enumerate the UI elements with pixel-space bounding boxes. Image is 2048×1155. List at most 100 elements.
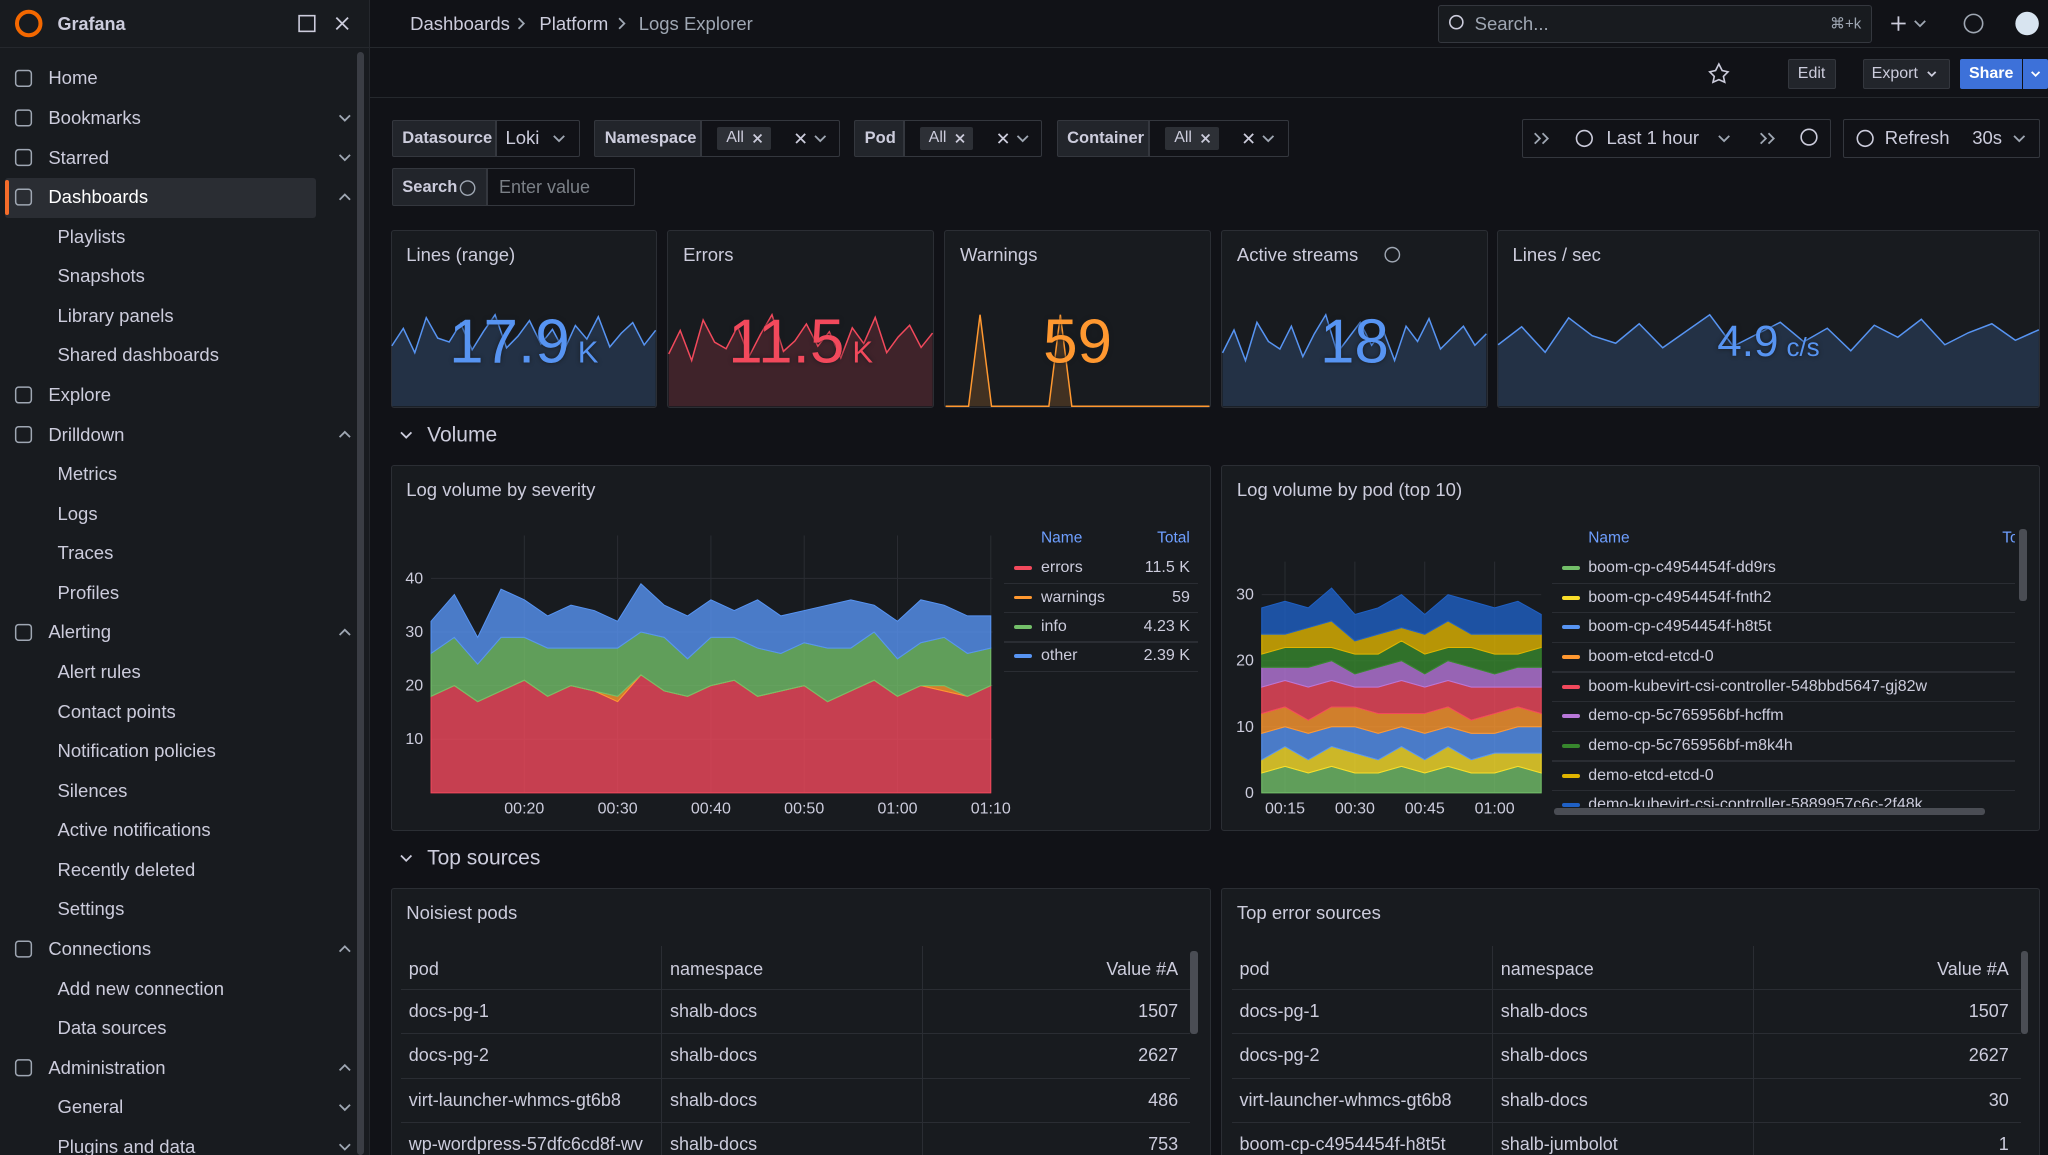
edit-button[interactable]: [1788, 58, 1837, 89]
share-button[interactable]: [1960, 58, 2022, 89]
nav-subitem[interactable]: Recently deleted: [57, 858, 196, 880]
close-icon: [1243, 133, 1254, 144]
x-tick-label: 00:15: [1265, 801, 1305, 818]
nav-subitem[interactable]: Data sources: [57, 1016, 167, 1038]
nav-subitem[interactable]: Active notifications: [57, 819, 211, 841]
nav-subitem[interactable]: Notification policies: [57, 739, 216, 761]
column-header[interactable]: namespace: [670, 959, 764, 980]
legend-swatch: [1013, 566, 1032, 571]
search-variable-input: Enter value: [498, 177, 590, 198]
x-tick-label: 00:30: [1335, 801, 1375, 818]
nav-subitem[interactable]: Library panels: [57, 304, 174, 326]
time-range[interactable]: Last 1 hour: [1606, 127, 1700, 149]
text-input[interactable]: [487, 168, 635, 207]
variable-select[interactable]: [496, 120, 580, 157]
legend-name[interactable]: boom-cp-c4954454f-fnth2: [1588, 588, 1772, 606]
share-menu-button[interactable]: [2023, 58, 2048, 89]
nav-item[interactable]: Alerting: [48, 621, 112, 643]
variable-select[interactable]: [1149, 120, 1290, 157]
stat-value: 59: [1043, 307, 1112, 378]
export-label: Export: [1871, 64, 1918, 82]
nav-item[interactable]: Drilldown: [48, 423, 125, 445]
column-divider: [1752, 945, 1755, 1155]
legend-swatch: [1562, 655, 1581, 660]
column-header[interactable]: pod: [1239, 959, 1270, 980]
nav-item[interactable]: Bookmarks: [48, 106, 141, 128]
breadcrumb[interactable]: Platform: [539, 12, 609, 34]
nav-subitem[interactable]: Silences: [57, 779, 128, 801]
legend-name[interactable]: demo-cp-5c765956bf-m8k4h: [1588, 737, 1793, 755]
stat-unit: K: [852, 334, 874, 370]
nav-subitem[interactable]: Settings: [57, 898, 125, 920]
nav-item[interactable]: Administration: [48, 1056, 166, 1078]
info-icon: [1384, 246, 1401, 263]
stat-title: Lines / sec: [1512, 243, 1601, 265]
column-header[interactable]: Value #A: [1106, 959, 1179, 980]
legend-name[interactable]: other: [1040, 647, 1078, 665]
nav-subitem[interactable]: Metrics: [57, 462, 118, 484]
stat-unit: c/s: [1786, 332, 1820, 363]
legend-name[interactable]: boom-kubevirt-csi-controller-548bbd5647-…: [1588, 677, 1928, 695]
y-tick-label: 10: [405, 731, 423, 748]
nav-item[interactable]: Dashboards: [48, 185, 149, 207]
column-header[interactable]: namespace: [1500, 959, 1594, 980]
chevron-right: [1760, 132, 1768, 145]
variable-select[interactable]: [701, 120, 840, 157]
row-title[interactable]: Top sources: [427, 846, 541, 870]
legend-name[interactable]: boom-cp-c4954454f-h8t5t: [1588, 618, 1772, 636]
stat-unit: K: [577, 334, 599, 370]
nav-subitem[interactable]: Plugins and data: [57, 1135, 196, 1155]
stat-number: 4.9: [1717, 317, 1779, 367]
nav-item[interactable]: Home: [48, 67, 98, 89]
nav-subitem[interactable]: Shared dashboards: [57, 344, 219, 366]
legend-swatch: [1013, 595, 1032, 600]
row-title[interactable]: Volume: [427, 423, 498, 447]
legend-name[interactable]: info: [1040, 617, 1067, 635]
legend-name[interactable]: demo-etcd-etcd-0: [1588, 766, 1714, 784]
legend-name[interactable]: warnings: [1040, 588, 1105, 606]
legend-swatch: [1013, 624, 1032, 629]
legend-swatch: [1562, 684, 1581, 689]
nav-subitem[interactable]: Profiles: [57, 581, 120, 603]
breadcrumb[interactable]: Dashboards: [410, 12, 510, 34]
nav-subitem[interactable]: General: [57, 1096, 124, 1118]
table-body: pod namespace Value #A docs-pg-1 shalb-docs 1…: [400, 945, 1190, 1155]
close-icon: [1200, 133, 1211, 144]
column-header[interactable]: pod: [408, 959, 439, 980]
legend-name[interactable]: errors: [1040, 559, 1083, 577]
chevron: [400, 854, 413, 863]
close-icon: [752, 133, 763, 144]
legend-name[interactable]: demo-kubevirt-csi-controller-5889957c6c-…: [1588, 796, 1923, 808]
nav-icon: [14, 425, 33, 444]
nav-subitem[interactable]: Traces: [57, 542, 114, 564]
nav-subitem[interactable]: Snapshots: [57, 264, 145, 286]
variable-select[interactable]: [903, 120, 1043, 157]
legend-row-line: [1551, 671, 2016, 673]
search-box[interactable]: [1438, 5, 1872, 44]
chevron: [814, 135, 827, 143]
nav-subitem[interactable]: Alert rules: [57, 660, 141, 682]
nav-item[interactable]: Connections: [48, 937, 152, 959]
column-header[interactable]: Value #A: [1937, 959, 2009, 980]
legend-name[interactable]: boom-cp-c4954454f-dd9rs: [1588, 559, 1776, 577]
nav-subitem[interactable]: Playlists: [57, 225, 126, 247]
refresh-button[interactable]: Refresh: [1884, 127, 1950, 149]
refresh-interval[interactable]: 30s: [1972, 127, 2003, 149]
export-button[interactable]: [1862, 58, 1951, 89]
nav-item[interactable]: Explore: [48, 383, 112, 405]
stat-panel: [667, 229, 934, 408]
nav-subitem[interactable]: Contact points: [57, 700, 176, 722]
nav-icon: [14, 386, 33, 404]
legend-clip: Name Total boom-cp-c4954454f-dd9rs boom-cp-…: [1551, 525, 2016, 808]
legend-total: 4.23 K: [1143, 617, 1190, 635]
sparkline: [391, 313, 657, 355]
panel-title: Top error sources: [1236, 901, 1381, 923]
legend-name[interactable]: demo-cp-5c765956bf-hcffm: [1588, 707, 1784, 725]
nav-icon: [14, 940, 33, 958]
stacked-area: [430, 582, 992, 665]
nav-subitem[interactable]: Logs: [57, 502, 98, 524]
nav-item[interactable]: Starred: [48, 146, 109, 168]
nav-subitem[interactable]: Add new connection: [57, 977, 225, 999]
legend-name[interactable]: boom-etcd-etcd-0: [1588, 648, 1714, 666]
legend-header: Name: [1040, 529, 1083, 547]
